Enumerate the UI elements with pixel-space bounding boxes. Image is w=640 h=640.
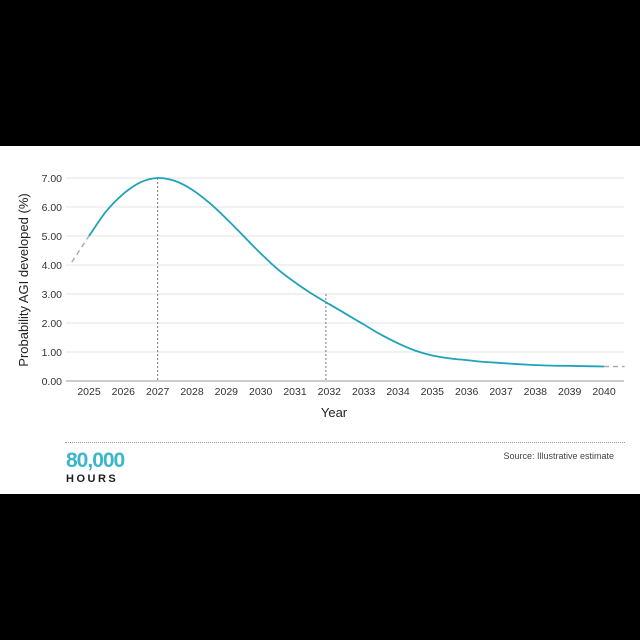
x-tick-label: 2029 <box>215 386 239 398</box>
x-tick-label: 2038 <box>524 386 548 398</box>
line-chart: 0.001.002.003.004.005.006.007.00 2025 202… <box>16 173 625 420</box>
x-tick-label: 2030 <box>249 386 273 398</box>
series-lines <box>71 177 625 368</box>
series-line <box>88 177 605 368</box>
x-tick-label: 2031 <box>283 386 307 398</box>
y-tick-label: 1.00 <box>42 347 63 359</box>
chart-panel: 0.00 1.00 2.00 3.00 4.00 5.00 6.00 7.00 2025 202… <box>0 146 640 494</box>
y-tick-label: 5.00 <box>42 231 63 243</box>
grid-lines <box>66 177 624 382</box>
y-tick-label: 0.00 <box>42 376 63 388</box>
x-tick-label: 2039 <box>558 386 582 398</box>
y-axis-title: Probability AGI developed (%) <box>16 193 31 366</box>
source-note: Source: Illustrative estimate <box>503 451 614 461</box>
x-tick-label: 2026 <box>112 386 136 398</box>
y-tick-label: 7.00 <box>42 173 63 185</box>
x-tick-label: 2032 <box>318 386 342 398</box>
x-tick-label: 2028 <box>180 386 204 398</box>
y-tick-label: 2.00 <box>42 318 63 330</box>
x-tick-label: 2025 <box>77 386 101 398</box>
x-axis-title: Year <box>321 405 348 420</box>
y-tick-label: 3.00 <box>42 289 63 301</box>
x-tick-label: 2036 <box>455 386 479 398</box>
footer-divider <box>65 442 625 443</box>
x-tick-label: 2035 <box>421 386 445 398</box>
y-axis-ticks: 0.00 1.00 2.00 3.00 4.00 5.00 6.00 7.00 <box>42 173 63 388</box>
logo-number: 80,000 <box>66 449 125 472</box>
y-tick-label: 6.00 <box>42 202 63 214</box>
x-tick-label: 2033 <box>352 386 376 398</box>
x-tick-label: 2027 <box>146 386 170 398</box>
x-tick-label: 2037 <box>489 386 513 398</box>
reference-lines <box>157 178 327 381</box>
logo-wordmark: HOURS <box>66 473 119 485</box>
dashed-extension-left <box>71 235 90 263</box>
y-tick-label: 4.00 <box>42 260 63 272</box>
x-axis-ticks: 2025 2026 2027 2028 2029 2030 2031 2032 2033 2034… <box>77 386 616 398</box>
x-tick-label: 2040 <box>592 386 616 398</box>
x-tick-label: 2034 <box>386 386 410 398</box>
